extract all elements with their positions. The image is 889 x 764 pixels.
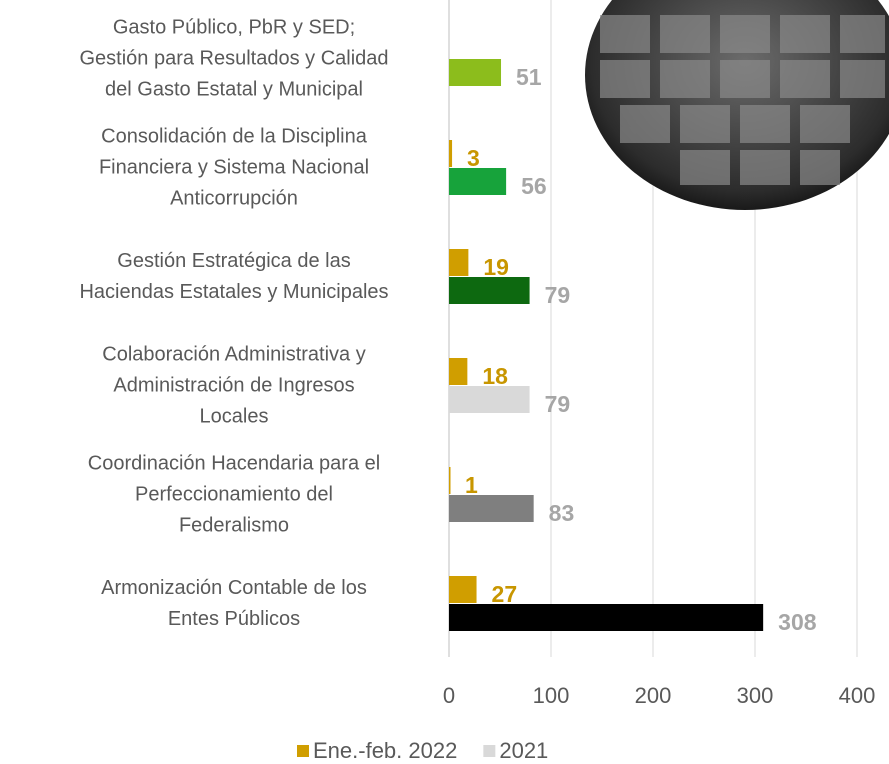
value-label: 79	[545, 391, 571, 417]
value-label: 56	[521, 173, 547, 199]
bar	[449, 495, 534, 522]
category-label: Haciendas Estatales y Municipales	[79, 281, 388, 303]
x-tick-label: 400	[839, 683, 876, 708]
value-label: 51	[516, 64, 542, 90]
value-label: 3	[467, 145, 480, 171]
category-label: Administración de Ingresos	[113, 374, 354, 396]
category-label: Perfeccionamiento del	[135, 483, 333, 505]
category-label: Colaboración Administrativa y	[102, 343, 365, 365]
category-label: Gestión Estratégica de las	[117, 250, 350, 272]
bar	[449, 604, 763, 631]
value-label: 27	[492, 581, 518, 607]
legend-swatch	[483, 745, 495, 757]
category-label: Entes Públicos	[168, 608, 300, 630]
category-label: Gasto Público, PbR y SED;	[113, 16, 355, 38]
bar	[449, 467, 451, 494]
bar	[449, 386, 530, 413]
value-label: 308	[778, 609, 817, 635]
bar	[449, 358, 467, 385]
category-label: Consolidación de la Disciplina	[101, 125, 368, 147]
category-label: Coordinación Hacendaria para el	[88, 452, 380, 474]
bar	[449, 277, 530, 304]
photo-collage	[585, 0, 889, 210]
x-tick-label: 300	[737, 683, 774, 708]
legend-swatch	[297, 745, 309, 757]
x-tick-label: 200	[635, 683, 672, 708]
x-tick-label: 0	[443, 683, 455, 708]
legend-label: 2021	[499, 738, 548, 763]
value-label: 18	[482, 363, 508, 389]
value-label: 83	[549, 500, 575, 526]
bar	[449, 576, 477, 603]
value-label: 79	[545, 282, 571, 308]
category-label: Financiera y Sistema Nacional	[99, 156, 369, 178]
category-label: Gestión para Resultados y Calidad	[79, 47, 388, 69]
bar	[449, 249, 468, 276]
category-label: Armonización Contable de los	[101, 577, 367, 599]
legend-label: Ene.-feb. 2022	[313, 738, 457, 763]
value-label: 1	[465, 472, 478, 498]
category-label: Anticorrupción	[170, 187, 298, 209]
value-label: 19	[483, 254, 509, 280]
bar	[449, 140, 452, 167]
bar	[449, 59, 501, 86]
x-tick-label: 100	[533, 683, 570, 708]
bar	[449, 168, 506, 195]
category-label: del Gasto Estatal y Municipal	[105, 78, 363, 100]
category-label: Locales	[200, 405, 269, 427]
category-label: Federalismo	[179, 514, 289, 536]
chart: 0 100 200 300 400 Gasto Público, PbR y SED; Ge…	[0, 0, 889, 764]
